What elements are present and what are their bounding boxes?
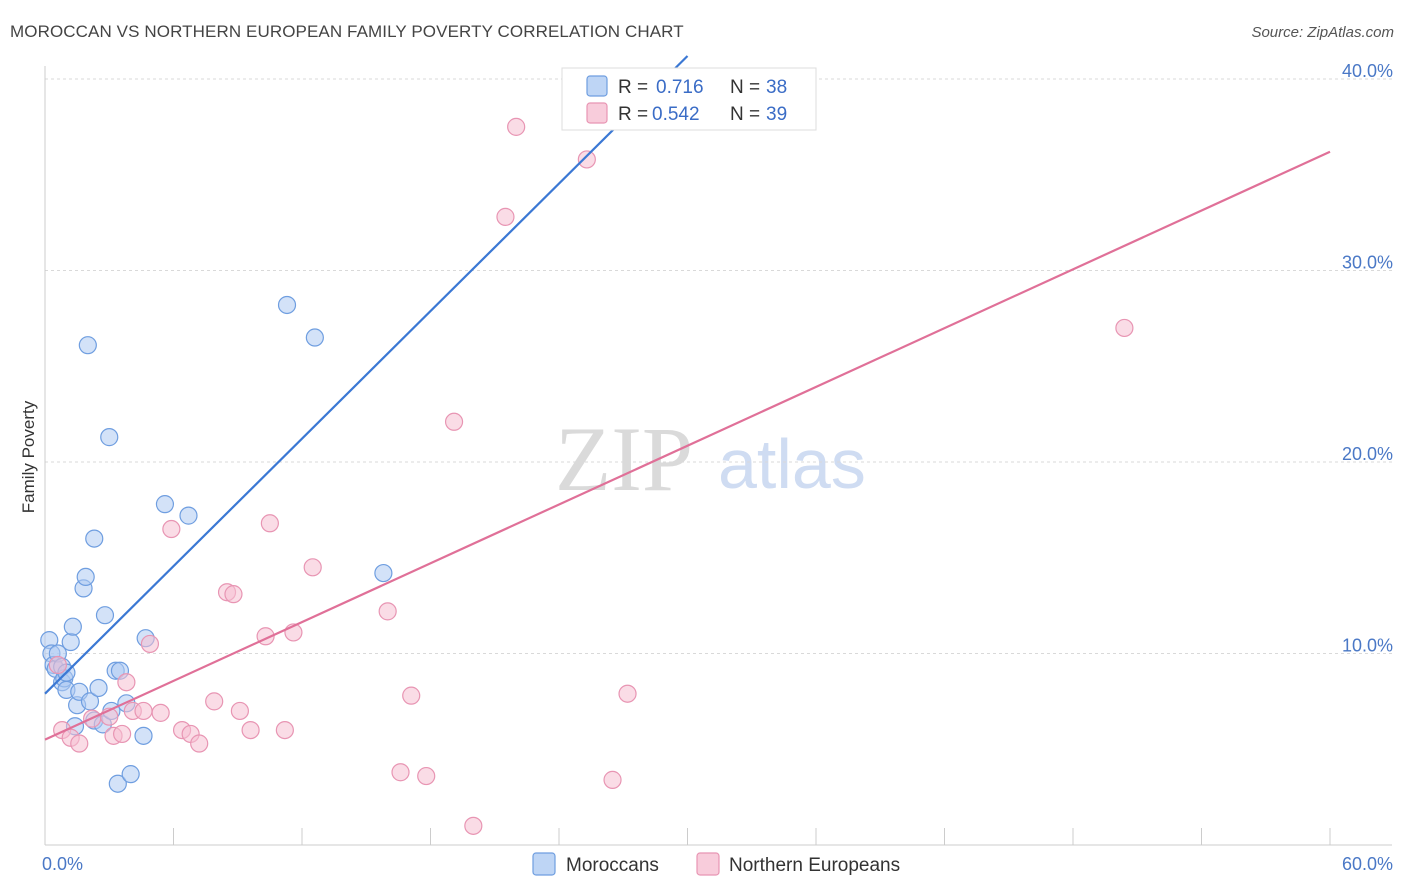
axes: [44, 66, 1392, 846]
tick-labels: 10.0% 20.0% 30.0% 40.0% 0.0% 60.0%: [42, 61, 1393, 874]
data-point-northern-europeans: [464, 816, 483, 835]
data-point-moroccans: [95, 606, 115, 625]
data-point-moroccans: [76, 567, 95, 587]
data-point-moroccans: [61, 632, 80, 652]
data-point-moroccans: [78, 336, 97, 355]
x-tick-label: 0.0%: [42, 854, 83, 874]
data-point-northern-europeans: [402, 686, 421, 705]
bottom-legend-label-moroccans: Moroccans: [566, 855, 659, 876]
y-tick-label: 10.0%: [1342, 636, 1393, 656]
bottom-legend-label-northern-europeans: Northern Europeans: [729, 855, 900, 876]
data-point-northern-europeans: [577, 150, 596, 169]
data-point-northern-europeans: [496, 207, 515, 226]
data-point-northern-europeans: [618, 684, 637, 703]
data-point-northern-europeans: [507, 117, 526, 136]
data-point-moroccans: [63, 617, 82, 636]
data-point-northern-europeans: [260, 514, 279, 533]
data-point-moroccans: [277, 295, 297, 315]
data-point-moroccans: [121, 765, 140, 784]
legend-n-value: 38: [766, 77, 787, 98]
y-tick-label: 30.0%: [1342, 253, 1393, 273]
data-point-northern-europeans: [378, 602, 397, 621]
data-point-northern-europeans: [205, 692, 224, 711]
legend-n-value: 39: [766, 104, 787, 125]
data-point-moroccans: [100, 428, 119, 447]
y-axis-title: Family Poverty: [19, 400, 38, 513]
trend-line-moroccans: [44, 55, 689, 695]
gridlines: [45, 78, 1392, 654]
watermark-atlas: atlas: [718, 425, 866, 503]
data-point-northern-europeans: [224, 585, 243, 604]
data-point-moroccans: [374, 563, 393, 583]
data-point-northern-europeans: [162, 519, 181, 539]
bottom-legend: Moroccans Northern Europeans: [532, 852, 900, 876]
chart-title: MOROCCAN VS NORTHERN EUROPEAN FAMILY POV…: [10, 22, 684, 41]
data-point-northern-europeans: [241, 720, 260, 740]
trend-line-northern-europeans: [44, 150, 1331, 741]
data-point-northern-europeans: [117, 673, 136, 692]
data-point-northern-europeans: [230, 701, 249, 721]
data-point-moroccans: [305, 328, 324, 347]
legend-n-label: N =: [730, 104, 760, 125]
legend-swatch-moroccans: [586, 75, 608, 97]
data-point-northern-europeans: [1115, 318, 1134, 338]
data-point-northern-europeans: [603, 770, 622, 789]
data-point-moroccans: [85, 529, 104, 548]
data-point-northern-europeans: [134, 701, 153, 721]
data-point-moroccans: [89, 678, 108, 698]
data-point-northern-europeans: [391, 763, 410, 782]
data-point-moroccans: [108, 774, 127, 793]
data-point-northern-europeans: [275, 720, 294, 740]
data-point-northern-europeans: [303, 558, 322, 577]
legend-r-value: 0.542: [652, 104, 700, 125]
data-point-northern-europeans: [190, 734, 209, 753]
data-point-northern-europeans: [140, 634, 160, 654]
y-tick-label: 40.0%: [1342, 61, 1393, 81]
data-point-moroccans: [155, 495, 175, 514]
bottom-legend-swatch-northern-europeans: [696, 852, 720, 876]
data-point-moroccans: [179, 506, 198, 525]
data-point-northern-europeans: [151, 703, 170, 722]
y-tick-label: 20.0%: [1342, 444, 1393, 464]
data-point-northern-europeans: [444, 412, 464, 431]
data-point-northern-europeans: [48, 655, 67, 675]
legend-swatch-northern-europeans: [586, 102, 608, 124]
data-point-moroccans: [134, 726, 153, 745]
x-tick-label: 60.0%: [1342, 854, 1393, 874]
legend: R = 0.716 N = 38 R = 0.542 N = 39: [561, 67, 817, 131]
data-point-northern-europeans: [112, 724, 132, 744]
source-label: Source: ZipAtlas.com: [1251, 24, 1394, 41]
legend-r-label: R =: [618, 104, 648, 125]
legend-r-label: R =: [618, 77, 648, 98]
trend-lines: [44, 55, 1331, 741]
bottom-legend-swatch-moroccans: [532, 852, 556, 876]
data-point-northern-europeans: [417, 766, 436, 786]
watermark-zip: ZIP: [555, 408, 693, 510]
legend-r-value: 0.716: [656, 77, 704, 98]
data-point-northern-europeans: [70, 734, 89, 753]
legend-n-label: N =: [730, 77, 760, 98]
